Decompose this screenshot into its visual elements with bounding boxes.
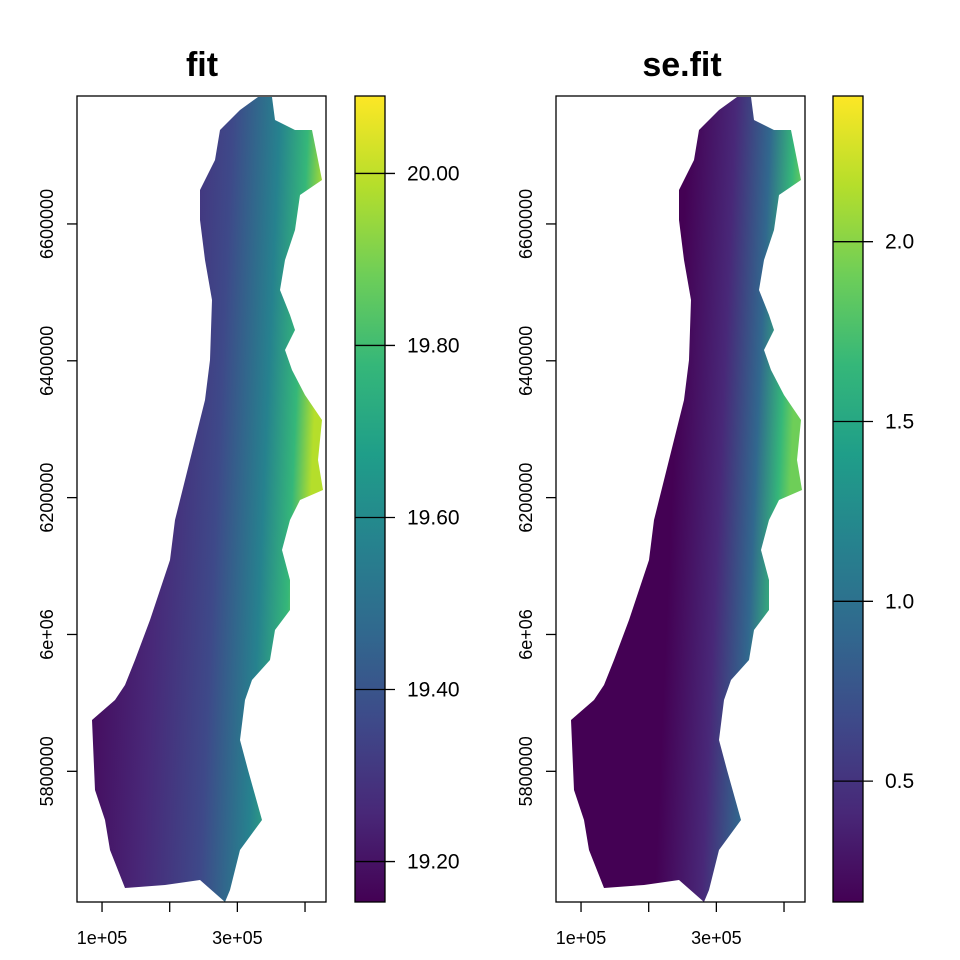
colorbar-tick-label: 1.0 — [885, 590, 914, 613]
colorbar-tick-label: 19.60 — [407, 506, 460, 529]
x-tick-label: 3e+05 — [212, 928, 263, 948]
colorbar-tick-label: 19.40 — [407, 679, 460, 702]
panel-fit: fit 1e+05 3e+05 5800000 6e+06 6200000 6400000 6… — [37, 46, 460, 948]
y-tick-label: 6200000 — [516, 463, 536, 533]
y-tick-label: 6200000 — [37, 463, 57, 533]
panel-title: se.fit — [642, 46, 721, 84]
colorbar-tick-label: 19.80 — [407, 334, 460, 357]
plot-frame — [76, 95, 327, 903]
y-tick-label: 6400000 — [516, 326, 536, 396]
colorbar-tick-label: 19.20 — [407, 851, 460, 874]
plot-frame — [555, 95, 806, 903]
x-tick-label: 3e+05 — [691, 928, 742, 948]
x-tick-label: 1e+05 — [556, 928, 607, 948]
colorbar-tick-label: 2.0 — [885, 231, 914, 254]
y-tick-label: 6600000 — [516, 189, 536, 259]
panel-title: fit — [186, 46, 218, 84]
y-tick-label: 6e+06 — [516, 609, 536, 660]
colorbar — [832, 95, 864, 903]
y-tick-label: 6600000 — [37, 189, 57, 259]
colorbar — [354, 95, 386, 903]
y-tick-label: 5800000 — [516, 736, 536, 806]
colorbar-tick-label: 0.5 — [885, 770, 914, 793]
y-tick-label: 6400000 — [37, 326, 57, 396]
raster-region — [92, 97, 323, 902]
y-tick-label: 6e+06 — [37, 609, 57, 660]
colorbar-tick-label: 20.00 — [407, 162, 460, 185]
panel-se-fit: se.fit 1e+05 3e+05 5800000 6e+06 6200000 64000… — [516, 46, 914, 948]
x-tick-label: 1e+05 — [77, 928, 128, 948]
y-tick-label: 5800000 — [37, 736, 57, 806]
raster-region — [571, 97, 802, 902]
colorbar-tick-label: 1.5 — [885, 410, 914, 433]
